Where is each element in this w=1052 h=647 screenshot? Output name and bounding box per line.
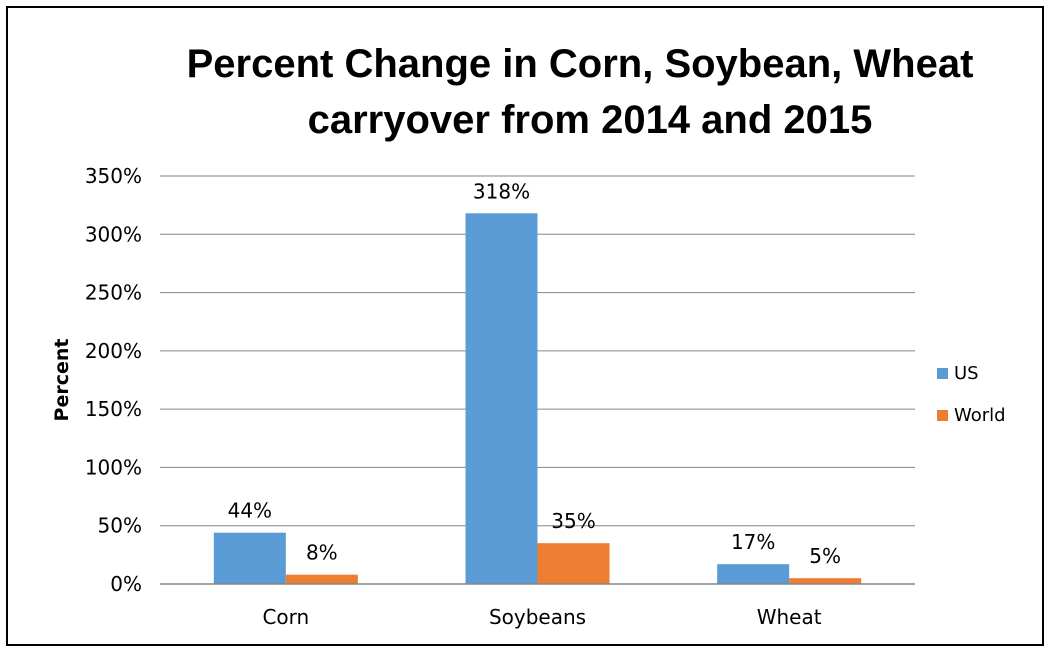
data-label: 35% bbox=[551, 509, 595, 533]
x-tick-label: Wheat bbox=[757, 605, 822, 629]
chart-title: Percent Change in Corn, Soybean, Wheat c… bbox=[150, 36, 1010, 148]
y-tick-label: 350% bbox=[85, 164, 142, 188]
legend-label-us: US bbox=[954, 363, 979, 384]
chart-title-line1: Percent Change in Corn, Soybean, Wheat bbox=[186, 42, 974, 86]
bar-world-corn bbox=[285, 574, 358, 584]
data-label: 17% bbox=[731, 530, 775, 554]
bar-us-soybeans bbox=[465, 213, 538, 584]
bar-us-corn bbox=[213, 532, 286, 584]
legend-label-world: World bbox=[954, 405, 1006, 426]
x-tick-label: Corn bbox=[262, 605, 309, 629]
chart-title-line2: carryover from 2014 and 2015 bbox=[307, 98, 873, 142]
labels: 0% 50% 100% 150% 200% 250% 300% 350% 44% 8% Corn 31… bbox=[85, 164, 841, 629]
legend: US World bbox=[937, 363, 1006, 426]
legend-swatch-us bbox=[937, 368, 948, 379]
bar-world-soybeans bbox=[537, 543, 610, 584]
legend-swatch-world bbox=[937, 410, 948, 421]
y-tick-label: 150% bbox=[85, 397, 142, 421]
x-tick-label: Soybeans bbox=[489, 605, 586, 629]
data-label: 8% bbox=[306, 541, 338, 565]
y-tick-label: 0% bbox=[110, 572, 142, 596]
bars bbox=[213, 213, 862, 584]
y-tick-label: 200% bbox=[85, 339, 142, 363]
y-tick-label: 100% bbox=[85, 455, 142, 479]
data-label: 5% bbox=[809, 544, 841, 568]
bar-world-wheat bbox=[789, 578, 862, 584]
data-label: 44% bbox=[228, 499, 272, 523]
y-axis-label: Percent bbox=[51, 339, 73, 422]
y-tick-label: 300% bbox=[85, 222, 142, 246]
y-tick-label: 50% bbox=[98, 514, 142, 538]
bar-us-wheat bbox=[717, 564, 790, 584]
y-tick-label: 250% bbox=[85, 281, 142, 305]
data-label: 318% bbox=[473, 179, 530, 203]
